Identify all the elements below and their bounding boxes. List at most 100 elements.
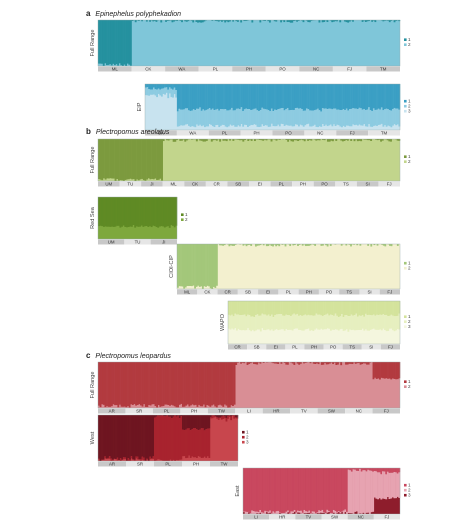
admixture-bar — [353, 244, 356, 245]
admixture-bar — [306, 315, 308, 330]
admixture-bar — [395, 468, 397, 473]
group-a-eip-po — [272, 84, 305, 127]
admixture-bar — [185, 362, 188, 406]
admixture-bar — [385, 84, 388, 109]
admixture-bar — [195, 139, 198, 142]
admixture-bar — [333, 84, 335, 109]
admixture-bar — [369, 301, 372, 316]
admixture-bar — [306, 511, 309, 513]
admixture-bar — [235, 301, 238, 315]
admixture-bar — [314, 315, 316, 330]
admixture-bar — [194, 84, 197, 111]
admixture-bar — [385, 108, 388, 127]
location-label-b-cioi-cip-pl: PL — [286, 290, 292, 295]
admixture-bar — [189, 430, 192, 458]
admixture-bar — [246, 468, 249, 512]
legend-label-b-wapo-1: 1 — [408, 314, 411, 319]
admixture-bar — [352, 301, 355, 316]
admixture-bar — [240, 362, 242, 364]
admixture-bar — [314, 362, 317, 365]
admixture-bar — [297, 244, 299, 246]
admixture-bar — [286, 362, 289, 365]
svg-text:c Plectropomus leopardus: c Plectropomus leopardus — [86, 351, 171, 360]
admixture-bar — [266, 109, 268, 126]
admixture-bar — [262, 108, 265, 126]
location-cell-b-cioi-cip-po — [318, 289, 340, 295]
admixture-bar — [149, 456, 152, 460]
admixture-bar — [187, 20, 190, 22]
admixture-bar — [326, 84, 329, 110]
admixture-bar — [312, 301, 315, 316]
location-cell-c-east-li — [243, 514, 270, 520]
admixture-bar — [124, 457, 127, 460]
group-c-full-range-fj — [372, 362, 401, 380]
admixture-bar — [254, 511, 257, 514]
location-cell-c-west-ph — [182, 461, 210, 467]
admixture-bar — [223, 244, 226, 246]
admixture-bar — [280, 513, 283, 514]
admixture-bar — [251, 510, 254, 514]
legend-label-c-east-1: 1 — [408, 483, 411, 488]
admixture-bar — [312, 244, 315, 245]
admixture-bar — [376, 139, 379, 141]
admixture-bar — [203, 110, 206, 128]
admixture-bar — [289, 20, 292, 23]
admixture-bar — [112, 197, 115, 227]
admixture-bar — [149, 84, 152, 90]
location-label-a-full-range-pl: PL — [213, 67, 219, 72]
admixture-bar — [210, 109, 213, 125]
admixture-bar — [168, 87, 171, 94]
admixture-bar — [186, 362, 189, 405]
admixture-bar — [326, 244, 329, 247]
admixture-bar — [126, 139, 129, 180]
admixture-bar — [366, 362, 368, 365]
admixture-bar — [301, 468, 304, 513]
group-b-wapo-ts — [342, 301, 363, 332]
admixture-bar — [183, 109, 186, 126]
admixture-bar — [398, 301, 401, 314]
admixture-bar — [123, 362, 126, 407]
admixture-bar — [378, 472, 381, 499]
admixture-bar — [131, 139, 134, 180]
admixture-bar — [292, 244, 295, 246]
admixture-bar — [247, 468, 250, 512]
location-label-c-west-ph: PH — [193, 462, 199, 467]
admixture-bar — [258, 244, 260, 246]
admixture-bar — [244, 468, 247, 512]
admixture-bar — [305, 468, 308, 512]
admixture-bar — [230, 415, 233, 417]
admixture-bar — [353, 84, 356, 109]
admixture-bar — [344, 468, 347, 510]
admixture-bar — [225, 139, 228, 142]
admixture-bar — [265, 362, 268, 363]
admixture-bar — [354, 469, 357, 512]
admixture-bar — [259, 110, 262, 127]
admixture-bar — [313, 468, 316, 512]
admixture-bar — [296, 362, 299, 364]
admixture-bar — [278, 139, 281, 140]
admixture-bar — [240, 20, 243, 23]
admixture-bar — [207, 362, 210, 406]
admixture-bar — [104, 456, 107, 459]
location-cell-b-full-range-ck — [184, 181, 206, 187]
admixture-bar — [314, 301, 316, 316]
admixture-bar — [323, 315, 326, 330]
admixture-bar — [324, 362, 326, 363]
admixture-bar — [219, 139, 222, 142]
admixture-bar — [317, 84, 319, 109]
location-label-b-cioi-cip-ei: EI — [266, 290, 270, 295]
admixture-bar — [172, 84, 174, 90]
admixture-bar — [117, 362, 120, 408]
location-cell-b-wapo-po — [323, 344, 343, 350]
admixture-bar — [345, 315, 348, 330]
admixture-bar — [222, 415, 225, 416]
admixture-bar — [293, 110, 296, 127]
admixture-bar — [345, 84, 348, 109]
section-a: a Epinephelus polyphekadion ML CK WA PL PH PO… — [86, 9, 411, 136]
admixture-bar — [228, 301, 230, 315]
location-cell-b-full-range-ml — [162, 181, 185, 187]
admixture-bar — [308, 20, 311, 23]
group-a-eip-wa — [176, 84, 209, 128]
admixture-bar — [130, 456, 133, 459]
